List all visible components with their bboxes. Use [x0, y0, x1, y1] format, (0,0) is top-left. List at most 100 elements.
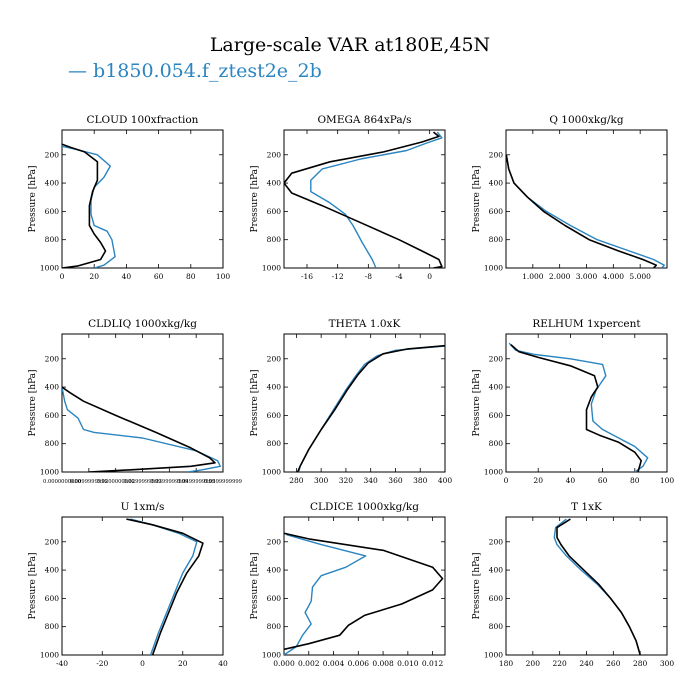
x-tick-label: 0 [60, 272, 65, 281]
y-tick-label: 400 [489, 179, 504, 188]
x-tick-label: 280 [289, 476, 304, 485]
y-axis-label: Pressure [hPa] [28, 369, 38, 436]
y-tick-label: 800 [489, 235, 504, 244]
x-tick-label: 200 [526, 659, 541, 668]
x-tick-label: 40 [566, 476, 576, 485]
x-tick-label: 340 [364, 476, 379, 485]
x-tick-label: 300 [314, 476, 329, 485]
series-line-control [62, 143, 107, 268]
x-tick-label: 0 [504, 476, 509, 485]
y-tick-label: 200 [489, 150, 504, 159]
y-tick-label: 200 [267, 150, 282, 159]
y-tick-label: 1000 [262, 468, 281, 477]
panel-title: OMEGA 864xPa/s [317, 114, 411, 126]
y-tick-label: 800 [489, 622, 504, 631]
x-tick-label: 3.000 [576, 272, 598, 281]
series-line-test [130, 518, 198, 655]
plot-frame [61, 129, 224, 269]
y-axis-label: Pressure [hPa] [472, 165, 482, 232]
y-tick-label: 400 [45, 179, 60, 188]
y-tick-label: 1000 [40, 264, 59, 273]
x-tick-label: 380 [413, 476, 428, 485]
x-tick-label: 0.0599999999 [204, 479, 242, 485]
x-tick-label: 0.002 [298, 659, 320, 668]
x-tick-label: 0.008 [372, 659, 394, 668]
x-tick-label: 0 [427, 272, 432, 281]
plot-frame [283, 129, 446, 269]
x-tick-label: 240 [579, 659, 594, 668]
y-tick-label: 600 [489, 207, 504, 216]
series-line-control [284, 532, 444, 651]
plot-frame [505, 333, 668, 473]
series-line-control [284, 131, 443, 268]
y-tick-label: 1000 [262, 651, 281, 660]
x-tick-label: -8 [365, 272, 373, 281]
y-tick-label: 200 [267, 354, 282, 363]
y-tick-label: 200 [489, 537, 504, 546]
x-tick-label: 0.0499999999 [177, 479, 215, 485]
x-tick-label: 0.0200000000 [97, 479, 135, 485]
x-tick-label: 300 [660, 659, 675, 668]
y-tick-label: 200 [489, 354, 504, 363]
y-tick-label: 600 [489, 594, 504, 603]
y-tick-label: 800 [267, 439, 282, 448]
y-axis-label: Pressure [hPa] [28, 165, 38, 232]
y-tick-label: 600 [267, 411, 282, 420]
panel-title: RELHUM 1xpercent [532, 318, 641, 330]
y-tick-label: 800 [267, 622, 282, 631]
panel-3: CLDLIQ 1000xkg/kg 200 400 600 800 1000 0.00000… [28, 318, 242, 485]
y-tick-label: 200 [45, 537, 60, 546]
x-tick-label: 220 [553, 659, 568, 668]
y-tick-label: 400 [267, 566, 282, 575]
x-tick-label: 40 [218, 659, 228, 668]
series-line-test [553, 518, 641, 655]
x-tick-label: -4 [395, 272, 403, 281]
series-line-control [506, 154, 658, 268]
x-tick-label: -16 [301, 272, 313, 281]
y-tick-label: 600 [45, 411, 60, 420]
y-tick-label: 200 [267, 537, 282, 546]
y-tick-label: 800 [45, 622, 60, 631]
series-line-test [298, 345, 445, 472]
y-tick-label: 400 [489, 383, 504, 392]
y-axis-label: Pressure [hPa] [250, 165, 260, 232]
series-line-control [62, 386, 216, 472]
series-line-control [126, 518, 204, 655]
panel-title: CLOUD 100xfraction [87, 114, 199, 126]
x-tick-label: 180 [499, 659, 514, 668]
y-tick-label: 1000 [40, 651, 59, 660]
panel-6: U 1xm/s 200 400 600 800 1000-40 -20 0 20 40 Pressu… [28, 501, 228, 668]
series-line-test [310, 131, 443, 268]
x-tick-label: 80 [186, 272, 196, 281]
x-tick-label: 80 [630, 476, 640, 485]
x-tick-label: 20 [178, 659, 188, 668]
panel-title: THETA 1.0xK [329, 318, 401, 330]
y-tick-label: 600 [267, 594, 282, 603]
x-tick-label: 0.0299999999 [124, 479, 162, 485]
series-line-test [508, 342, 649, 472]
x-tick-label: 60 [154, 272, 164, 281]
y-tick-label: 800 [45, 235, 60, 244]
x-tick-label: 320 [339, 476, 354, 485]
series-line-control [296, 344, 445, 472]
y-tick-label: 400 [267, 179, 282, 188]
x-tick-label: 0.0099999999 [70, 479, 108, 485]
series-line-test [62, 145, 116, 268]
series-line-control [510, 343, 643, 472]
series-line-control [556, 518, 641, 655]
x-tick-label: 0.0000000000 [43, 479, 81, 485]
plot-frame [283, 516, 446, 656]
y-axis-label: Pressure [hPa] [250, 369, 260, 436]
y-tick-label: 800 [45, 439, 60, 448]
panel-2: Q 1000xkg/kg 200 400 600 800 1000 1.000 2.000 3.… [472, 114, 668, 281]
series-line-test [284, 534, 367, 655]
x-tick-label: 0.012 [422, 659, 444, 668]
x-tick-label: 0.006 [348, 659, 370, 668]
y-tick-label: 1000 [262, 264, 281, 273]
panel-title: Q 1000xkg/kg [549, 114, 624, 126]
panel-title: T 1xK [571, 501, 602, 513]
y-axis-label: Pressure [hPa] [250, 552, 260, 619]
